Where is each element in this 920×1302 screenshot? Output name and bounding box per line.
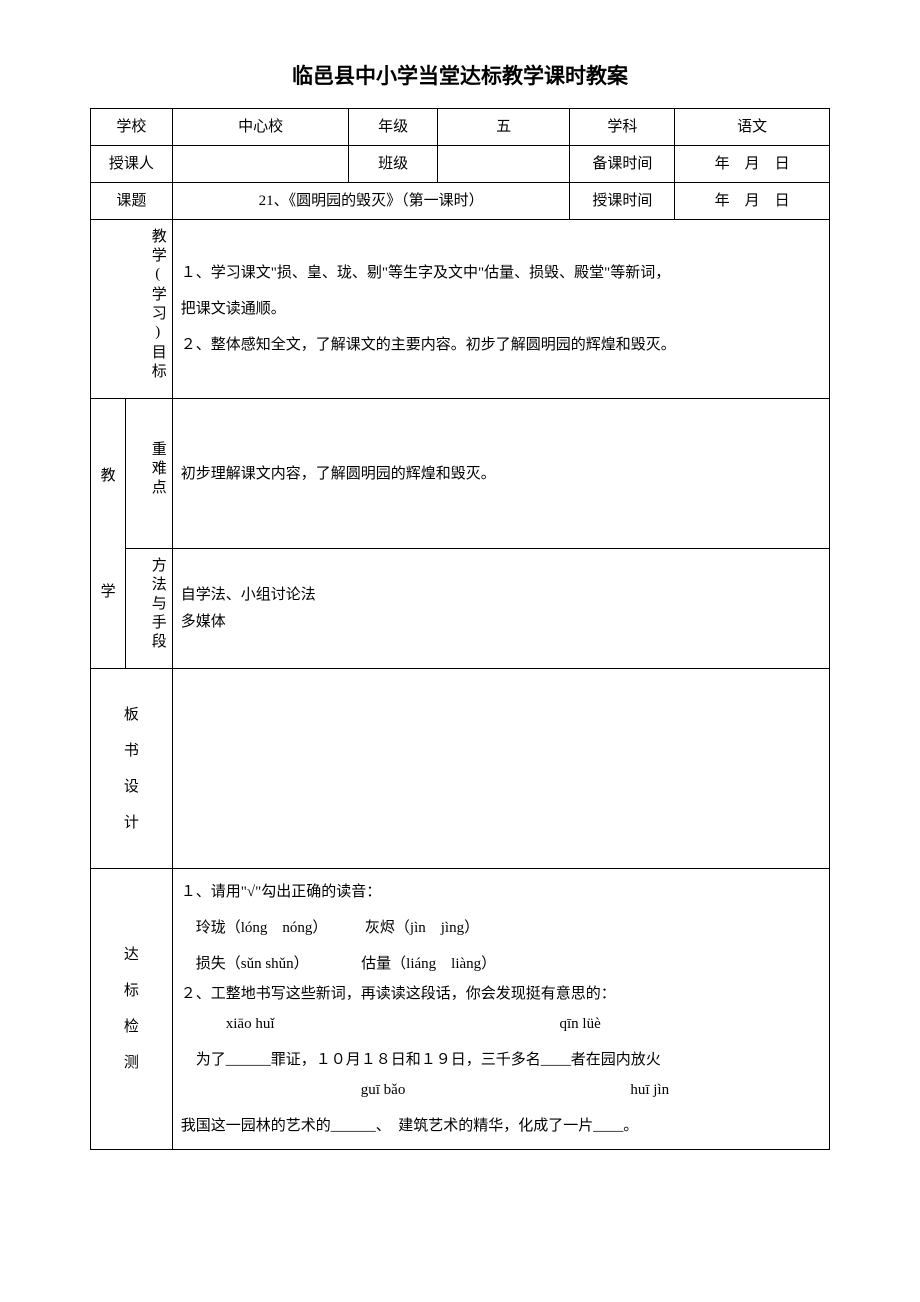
label-class: 班级 bbox=[349, 146, 437, 183]
q2-pinyin1: xiāo huǐ qīn lüè bbox=[181, 1009, 821, 1039]
method-line-2: 多媒体 bbox=[181, 609, 821, 636]
obj-line-2: 把课文读通顺。 bbox=[181, 291, 821, 327]
detect-c1: 达 bbox=[93, 937, 170, 973]
content-objectives: １、学习课文"损、皇、珑、剔"等生字及文中"估量、损毁、殿堂"等新词， 把课文读… bbox=[172, 220, 829, 399]
value-teacher bbox=[172, 146, 349, 183]
row-lesson: 课题 21、《圆明园的毁灭》（第一课时） 授课时间 年 月 日 bbox=[91, 183, 830, 220]
row-teacher: 授课人 班级 备课时间 年 月 日 bbox=[91, 146, 830, 183]
row-school: 学校 中心校 年级 五 学科 语文 bbox=[91, 109, 830, 146]
content-methods: 自学法、小组讨论法 多媒体 bbox=[172, 549, 829, 669]
value-class bbox=[437, 146, 570, 183]
value-prep-date: 年 月 日 bbox=[675, 146, 830, 183]
label-keypoints: 重难点 bbox=[126, 399, 172, 549]
label-objectives: 教学(学习)目标 bbox=[91, 220, 173, 399]
q2-pinyin2: guī bǎo huī jìn bbox=[181, 1075, 821, 1105]
obj-line-3: ２、整体感知全文，了解课文的主要内容。初步了解圆明园的辉煌和毁灭。 bbox=[181, 327, 821, 363]
q1-line2: 损失（sǔn shǔn） 估量（liáng liàng） bbox=[181, 949, 821, 979]
q1-title: １、请用"√"勾出正确的读音： bbox=[181, 877, 821, 907]
label-school: 学校 bbox=[91, 109, 173, 146]
board-c3: 设 bbox=[93, 769, 170, 805]
value-subject: 语文 bbox=[675, 109, 830, 146]
document-title: 临邑县中小学当堂达标教学课时教案 bbox=[90, 60, 830, 90]
label-teach-date: 授课时间 bbox=[570, 183, 675, 220]
row-detection: 达 标 检 测 １、请用"√"勾出正确的读音： 玲珑（lóng nóng） 灰烬… bbox=[91, 869, 830, 1150]
q2-title: ２、工整地书写这些新词，再读读这段话，你会发现挺有意思的： bbox=[181, 979, 821, 1009]
detect-c4: 测 bbox=[93, 1045, 170, 1081]
char-learn: 学 bbox=[93, 534, 123, 604]
board-c2: 书 bbox=[93, 733, 170, 769]
label-methods: 方法与手段 bbox=[126, 549, 172, 669]
value-teach-date: 年 月 日 bbox=[675, 183, 830, 220]
label-teacher: 授课人 bbox=[91, 146, 173, 183]
board-c4: 计 bbox=[93, 805, 170, 841]
q2-line2: 我国这一园林的艺术的______、 建筑艺术的精华，化成了一片____。 bbox=[181, 1111, 821, 1141]
q1-line1: 玲珑（lóng nóng） 灰烬（jìn jìng） bbox=[181, 913, 821, 943]
label-detect: 达 标 检 测 bbox=[91, 869, 173, 1150]
label-lesson: 课题 bbox=[91, 183, 173, 220]
lesson-plan-table: 学校 中心校 年级 五 学科 语文 授课人 班级 备课时间 年 月 日 课题 2… bbox=[90, 108, 830, 1150]
label-board: 板 书 设 计 bbox=[91, 669, 173, 869]
label-prep-date: 备课时间 bbox=[570, 146, 675, 183]
content-board bbox=[172, 669, 829, 869]
row-keypoints: 教 学 重难点 初步理解课文内容，了解圆明园的辉煌和毁灭。 bbox=[91, 399, 830, 549]
label-teach-learn: 教 学 bbox=[91, 399, 126, 669]
char-teach: 教 bbox=[93, 464, 123, 534]
row-methods: 方法与手段 自学法、小组讨论法 多媒体 bbox=[91, 549, 830, 669]
value-lesson: 21、《圆明园的毁灭》（第一课时） bbox=[172, 183, 570, 220]
row-board-design: 板 书 设 计 bbox=[91, 669, 830, 869]
detect-c3: 检 bbox=[93, 1009, 170, 1045]
obj-line-1: １、学习课文"损、皇、珑、剔"等生字及文中"估量、损毁、殿堂"等新词， bbox=[181, 255, 821, 291]
detect-c2: 标 bbox=[93, 973, 170, 1009]
method-line-1: 自学法、小组讨论法 bbox=[181, 582, 821, 609]
q2-line1: 为了______罪证，１０月１８日和１９日，三千多名____者在园内放火 bbox=[181, 1045, 821, 1075]
value-grade: 五 bbox=[437, 109, 570, 146]
board-c1: 板 bbox=[93, 697, 170, 733]
label-subject: 学科 bbox=[570, 109, 675, 146]
content-keypoints: 初步理解课文内容，了解圆明园的辉煌和毁灭。 bbox=[172, 399, 829, 549]
value-school: 中心校 bbox=[172, 109, 349, 146]
row-objectives: 教学(学习)目标 １、学习课文"损、皇、珑、剔"等生字及文中"估量、损毁、殿堂"… bbox=[91, 220, 830, 399]
label-grade: 年级 bbox=[349, 109, 437, 146]
content-detect: １、请用"√"勾出正确的读音： 玲珑（lóng nóng） 灰烬（jìn jìn… bbox=[172, 869, 829, 1150]
